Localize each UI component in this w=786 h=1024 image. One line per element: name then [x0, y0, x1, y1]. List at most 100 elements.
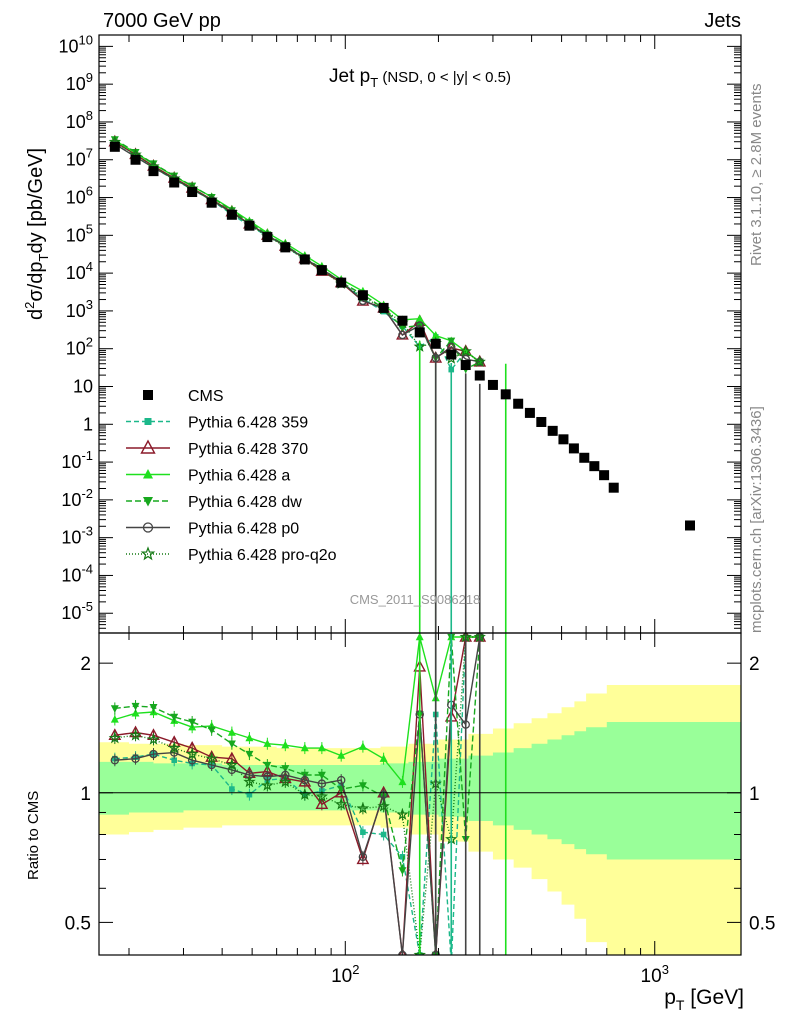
point-5-19: [459, 344, 472, 357]
ytick-label-11: 10-1: [61, 448, 93, 472]
cms-point-33: [684, 520, 695, 531]
cms-point-1: [130, 154, 141, 165]
axis-ticks: [99, 34, 741, 955]
cms-point-24: [524, 407, 535, 418]
legend-item-2: Pythia 6.428 a: [126, 468, 290, 485]
rtick-label-r-1: 1: [749, 784, 760, 805]
ratio-point-0-18: [448, 961, 454, 967]
legend: CMS Pythia 6.428 359 Pythia 6.428 370 Pythi…: [126, 388, 337, 564]
cms-point-21: [487, 379, 498, 390]
legend-item-4: Pythia 6.428 p0: [126, 521, 299, 538]
rtick-label-r-0: 0.5: [749, 913, 775, 934]
cms-point-28: [568, 443, 579, 454]
ytick-label-5: 105: [66, 221, 93, 245]
ytick-label-13: 10-3: [61, 524, 93, 548]
ytick-label-8: 102: [66, 335, 93, 359]
xtick-label-1: 103: [641, 962, 669, 987]
ytick-label-7: 103: [66, 297, 93, 321]
y-axis-label: d2σ/dpTdy [pb/GeV]: [22, 148, 51, 320]
svg-text:Pythia 6.428 pro-q2o: Pythia 6.428 pro-q2o: [188, 547, 337, 564]
cms-point-29: [579, 452, 590, 463]
cms-point-19: [460, 360, 471, 371]
svg-text:Pythia 6.428 370: Pythia 6.428 370: [188, 441, 308, 458]
cms-point-18: [446, 349, 457, 360]
ytick-label-15: 10-5: [61, 599, 93, 623]
point-3-3: [170, 172, 179, 181]
cms-point-25: [536, 416, 547, 427]
cms-point-10: [299, 254, 310, 265]
cms-point-11: [316, 265, 327, 276]
cms-point-14: [378, 302, 389, 313]
svg-text:CMS: CMS: [188, 388, 224, 405]
svg-text:Pythia 6.428 a: Pythia 6.428 a: [188, 468, 290, 485]
cms-point-6: [226, 209, 237, 220]
rtick-label-0: 0.5: [65, 913, 91, 934]
main-series-2: [110, 135, 484, 366]
legend-item-3: Pythia 6.428 dw: [126, 494, 302, 511]
legend-item-0: Pythia 6.428 359: [126, 415, 308, 432]
point-3-4: [188, 182, 197, 191]
point-2-16: [415, 314, 424, 322]
legend-item-cms: CMS: [143, 388, 224, 405]
rtick-label-2: 2: [80, 654, 91, 675]
ratio-series-5: [108, 633, 486, 955]
point-2-17: [431, 331, 440, 339]
header-right: Jets: [704, 10, 741, 32]
point-5-20: [473, 355, 486, 368]
ytick-label-3: 107: [66, 146, 93, 170]
xtick-label-0: 102: [331, 962, 359, 987]
svg-text:Pythia 6.428 359: Pythia 6.428 359: [188, 415, 308, 432]
cms-point-20: [474, 370, 485, 381]
ytick-label-2: 108: [66, 108, 93, 132]
legend-item-1: Pythia 6.428 370: [126, 439, 308, 458]
point-3-18: [447, 337, 456, 346]
rivet-label: Rivet 3.1.10, ≥ 2.8M events: [748, 84, 765, 267]
ytick-label-12: 10-2: [61, 486, 93, 510]
cms-point-32: [608, 482, 619, 493]
cms-data-points: [109, 141, 695, 531]
ratio-y-label: Ratio to CMS: [25, 791, 42, 880]
ytick-label-6: 104: [66, 259, 93, 283]
cms-point-13: [357, 290, 368, 301]
ratio-series-layer: [108, 633, 507, 967]
ytick-label-1: 109: [66, 70, 93, 94]
chart-title: Jet pT (NSD, 0 < |y| < 0.5): [329, 66, 511, 90]
cms-point-22: [500, 389, 511, 400]
rtick-label-r-2: 2: [749, 654, 760, 675]
ytick-label-14: 10-4: [61, 561, 93, 585]
ratio-point-5-16: [413, 948, 426, 955]
cms-point-31: [599, 470, 610, 481]
cms-point-12: [336, 277, 347, 288]
cms-point-0: [109, 141, 120, 152]
cms-point-15: [397, 315, 408, 326]
ratio-point-1-15: [398, 947, 407, 955]
cms-point-7: [244, 220, 255, 231]
cms-point-27: [558, 434, 569, 445]
point-4-15: [398, 330, 407, 340]
axis-tick-labels: 101010910810710610510410310210110-110-21…: [59, 32, 776, 987]
ytick-label-10: 1: [83, 414, 93, 434]
cms-point-23: [513, 398, 524, 409]
legend-item-5: Pythia 6.428 pro-q2o: [126, 546, 337, 564]
ratio-plot-frame: [98, 632, 742, 956]
cms-point-8: [262, 232, 273, 243]
ytick-label-9: 10: [73, 376, 93, 396]
x-axis-label: pT [GeV]: [664, 986, 744, 1013]
header-left: 7000 GeV pp: [103, 10, 221, 32]
cms-point-4: [187, 187, 198, 198]
cms-point-17: [430, 338, 441, 349]
cms-point-5: [206, 197, 217, 208]
rtick-label-1: 1: [80, 784, 91, 805]
ytick-label-4: 106: [66, 184, 93, 208]
svg-text:Pythia 6.428 dw: Pythia 6.428 dw: [188, 494, 302, 511]
cms-point-2: [148, 166, 159, 177]
svg-text:Pythia 6.428 p0: Pythia 6.428 p0: [188, 521, 299, 538]
cms-point-9: [280, 242, 291, 253]
ytick-label-0: 1010: [59, 32, 94, 56]
cms-point-26: [547, 425, 558, 436]
cms-point-30: [589, 461, 600, 472]
cms-point-3: [169, 177, 180, 188]
watermark: CMS_2011_S9086218: [350, 592, 481, 607]
cms-point-16: [414, 327, 425, 338]
